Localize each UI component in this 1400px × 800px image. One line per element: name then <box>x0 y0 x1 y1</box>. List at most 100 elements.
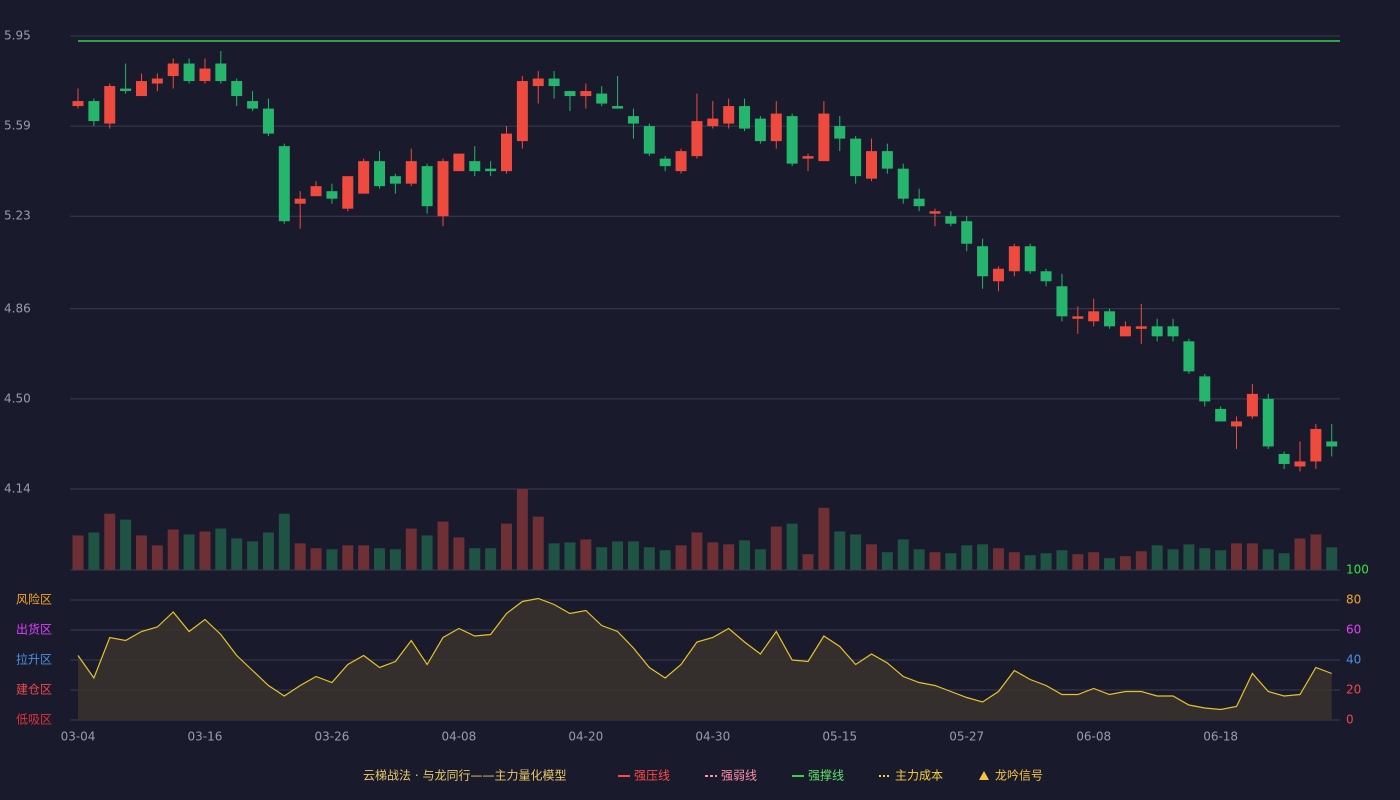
candle-body <box>104 86 116 124</box>
volume-bar <box>643 547 655 570</box>
volume-bar <box>834 531 846 570</box>
volume-bar <box>104 513 116 570</box>
volume-bar <box>1262 549 1274 570</box>
candle-body <box>231 81 243 97</box>
legend-item: 强弱线 <box>721 769 757 783</box>
candle-body <box>754 118 766 142</box>
volume-bar <box>215 528 227 570</box>
legend-item: 主力成本 <box>895 769 943 783</box>
volume-bar <box>866 544 877 570</box>
y-tick-label: 0 <box>1346 713 1354 727</box>
volume-bar <box>961 545 973 570</box>
candle-body <box>88 101 100 122</box>
volume-bar <box>707 542 719 570</box>
volume-bar <box>1056 550 1068 570</box>
candle-body <box>1183 341 1195 372</box>
candle-body <box>929 211 941 214</box>
legend: 云梯战法 · 与龙同行——主力量化模型 强压线 强弱线 强撑线 主力成本 龙吟信… <box>363 768 1043 783</box>
volume-bar <box>183 534 195 570</box>
oscillator-line <box>77 597 1332 711</box>
x-tick-label: 06-08 <box>1076 730 1111 744</box>
candle-body <box>135 81 147 97</box>
volume-bar <box>564 542 576 570</box>
volume-bar <box>1278 553 1290 570</box>
candle-body <box>199 68 211 82</box>
candle-body <box>834 126 846 139</box>
volume-bar <box>231 538 243 570</box>
candle-body <box>1262 398 1274 447</box>
volume-bar <box>358 545 370 570</box>
candle-body <box>866 151 877 179</box>
x-tick-label: 04-08 <box>441 730 476 744</box>
candle-body <box>453 153 465 172</box>
candle-body <box>183 63 195 82</box>
candle-body <box>1215 408 1227 422</box>
volume-bar <box>802 554 814 570</box>
candle-body <box>739 106 751 129</box>
x-tick-label: 05-27 <box>949 730 984 744</box>
candle-body <box>1072 316 1084 319</box>
y-tick-label: 60 <box>1346 623 1361 637</box>
volume-bar <box>532 516 544 570</box>
candle-body <box>596 93 608 104</box>
volume-bar <box>723 544 735 570</box>
volume-bar <box>1024 555 1036 570</box>
volume-bar <box>1294 538 1306 570</box>
legend-swatch <box>979 771 989 780</box>
y-tick-label: 5.59 <box>4 119 31 133</box>
candle-body <box>1135 326 1147 329</box>
volume-bar <box>1135 551 1147 570</box>
candle-body <box>1056 286 1068 317</box>
y-tick-label: 4.14 <box>4 482 31 496</box>
x-tick-label: 06-18 <box>1203 730 1238 744</box>
candle-body <box>961 221 973 244</box>
volume-bar <box>818 507 830 570</box>
candle-body <box>1151 326 1163 337</box>
candle-body <box>1088 311 1100 322</box>
candle-body <box>120 88 132 92</box>
candle-body <box>913 198 925 207</box>
candle-body <box>1167 326 1179 337</box>
volume-bar <box>786 523 798 570</box>
volume-bar <box>977 544 989 570</box>
volume-bar <box>1088 552 1100 570</box>
y-tick-label: 40 <box>1346 653 1361 667</box>
volume-bar <box>1215 550 1227 570</box>
candle-body <box>1326 441 1338 447</box>
volume-bar <box>326 549 338 570</box>
y-tick-label: 20 <box>1346 683 1361 697</box>
volume-bar <box>278 513 290 570</box>
candle-body <box>612 106 624 109</box>
candle-body <box>659 158 671 167</box>
volume-bar <box>548 543 560 570</box>
volume-bar <box>675 545 687 570</box>
candle-body <box>72 101 84 107</box>
candle-body <box>643 126 655 154</box>
y-tick-label: 100 <box>1346 563 1369 577</box>
legend-item: 强撑线 <box>808 768 844 783</box>
candle-body <box>374 161 386 187</box>
candle-body <box>215 63 227 82</box>
volume-bar <box>770 526 782 570</box>
candle-body <box>786 116 798 164</box>
candle-body <box>802 156 814 159</box>
legend-item: 强压线 <box>634 769 670 783</box>
volume-bar <box>469 548 481 570</box>
volume-bar <box>151 545 163 570</box>
y-tick-label: 4.50 <box>4 391 31 405</box>
volume-bar <box>294 543 306 570</box>
candle-body <box>675 151 687 172</box>
volume-bar <box>881 552 893 570</box>
volume-bar <box>992 548 1004 570</box>
candle-body <box>627 116 639 124</box>
zone-label: 拉升区 <box>16 652 52 667</box>
zone-label: 风险区 <box>16 592 52 607</box>
candle-body <box>1231 421 1243 427</box>
volume-bar <box>167 529 179 570</box>
oscillator-area <box>78 598 1332 720</box>
candle-body <box>151 78 163 84</box>
volume-bar <box>500 523 512 570</box>
zone-label: 出货区 <box>16 622 52 637</box>
candle-body <box>945 216 957 224</box>
volume-bar <box>405 528 417 570</box>
